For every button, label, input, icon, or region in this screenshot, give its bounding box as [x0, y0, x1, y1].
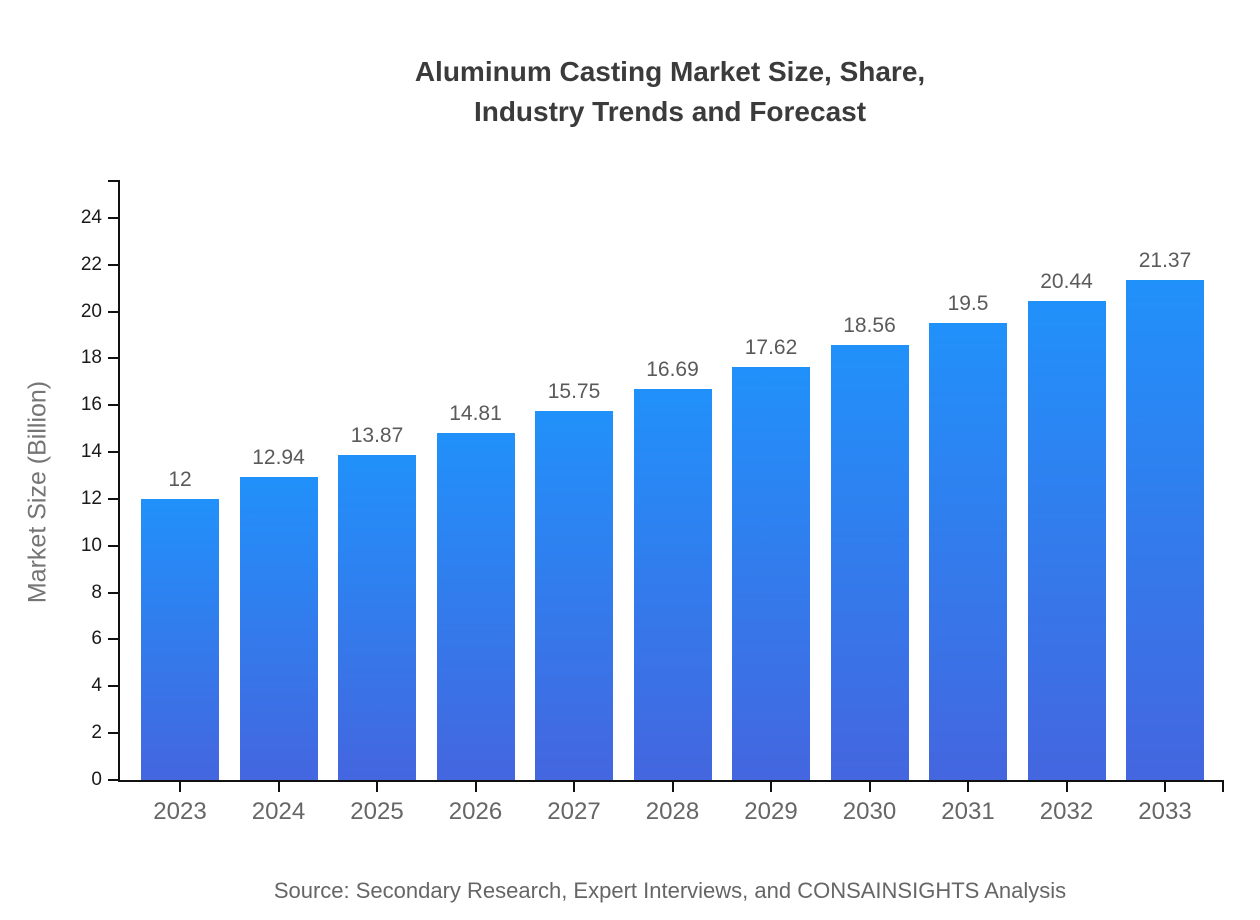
bar-value-label: 12	[168, 468, 192, 491]
x-tick-label: 2025	[350, 798, 404, 825]
y-tick-label: 12	[80, 487, 102, 509]
y-tick-label: 6	[91, 628, 102, 650]
y-tick-label: 18	[80, 347, 102, 369]
bar-value-label: 13.87	[350, 424, 404, 447]
plot-area: 0 2 4 6 8 10 12 14 16 18 20 22 24 12 2023 12.94 2024 13.8…	[81, 180, 1224, 825]
x-tick-label: 2023	[153, 798, 207, 825]
chart-title-line2: Industry Trends and Forecast	[473, 96, 867, 127]
y-tick-label: 22	[80, 253, 102, 275]
y-tick-label: 16	[80, 394, 102, 416]
bar	[141, 499, 219, 780]
y-tick-mark	[108, 310, 118, 313]
bar-value-label: 18.56	[843, 314, 896, 337]
y-tick-mark	[108, 591, 118, 594]
y-axis-end-tick	[108, 180, 118, 182]
y-tick-mark	[108, 497, 118, 500]
x-tick-mark	[277, 782, 280, 792]
x-tick-mark	[573, 782, 575, 792]
bar	[1126, 280, 1204, 780]
bar-value-label: 21.37	[1138, 249, 1192, 272]
y-tick-label: 4	[91, 675, 102, 697]
y-tick-label: 8	[91, 581, 102, 603]
chart-title: Aluminum Casting Market Size, Share, Ind…	[118, 52, 1222, 132]
x-tick-mark	[474, 782, 477, 792]
bar-value-label: 16.69	[646, 358, 699, 381]
y-tick-mark	[108, 451, 118, 454]
x-tick-mark	[868, 782, 871, 792]
x-tick-mark	[179, 782, 181, 792]
y-tick-mark	[108, 732, 118, 735]
y-tick-mark	[108, 404, 118, 407]
bar	[830, 345, 909, 780]
y-tick-mark	[108, 685, 118, 688]
bar-value-label: 15.75	[547, 380, 601, 403]
x-tick-label: 2031	[941, 798, 995, 825]
x-tick-mark	[1164, 782, 1166, 792]
source-note: Source: Secondary Research, Expert Inter…	[273, 878, 1067, 903]
bar-value-label: 12.94	[252, 446, 305, 469]
x-tick-label: 2032	[1039, 798, 1094, 825]
x-tick-mark	[1065, 782, 1068, 792]
y-tick-label: 14	[80, 441, 102, 463]
bar	[633, 389, 712, 780]
bar	[535, 411, 613, 780]
bar-value-label: 17.62	[744, 336, 798, 359]
x-tick-mark	[770, 782, 772, 792]
x-tick-label: 2024	[251, 798, 306, 825]
x-tick-mark	[967, 782, 969, 792]
x-tick-label: 2028	[645, 798, 700, 825]
y-tick-label: 10	[80, 534, 102, 556]
x-tick-label: 2029	[744, 798, 798, 825]
x-tick-label: 2030	[842, 798, 897, 825]
y-tick-mark	[108, 544, 118, 547]
bar-value-label: 20.44	[1040, 270, 1093, 293]
y-tick-mark	[108, 216, 118, 219]
y-tick-label: 0	[91, 769, 102, 790]
x-tick-mark	[671, 782, 674, 792]
y-tick-label: 24	[80, 206, 102, 228]
bar	[338, 455, 416, 780]
bar	[929, 323, 1007, 780]
x-tick-label: 2027	[547, 798, 601, 825]
y-tick-label: 20	[80, 300, 102, 322]
x-axis-end-tick	[1222, 782, 1224, 792]
y-tick-mark	[108, 638, 118, 641]
bar	[436, 433, 515, 780]
x-tick-mark	[376, 782, 378, 792]
x-tick-label: 2026	[448, 798, 503, 825]
y-tick-label: 2	[91, 722, 102, 744]
chart-title-line1: Aluminum Casting Market Size, Share,	[414, 56, 926, 87]
y-tick-mark	[108, 263, 118, 266]
y-tick-mark	[108, 779, 118, 781]
bar-value-label: 19.5	[947, 292, 989, 315]
y-tick-mark	[108, 357, 118, 360]
x-tick-label: 2033	[1138, 798, 1192, 825]
bar-value-label: 14.81	[449, 402, 502, 425]
bar	[732, 367, 810, 780]
bar	[1027, 301, 1106, 780]
bar	[239, 477, 318, 780]
